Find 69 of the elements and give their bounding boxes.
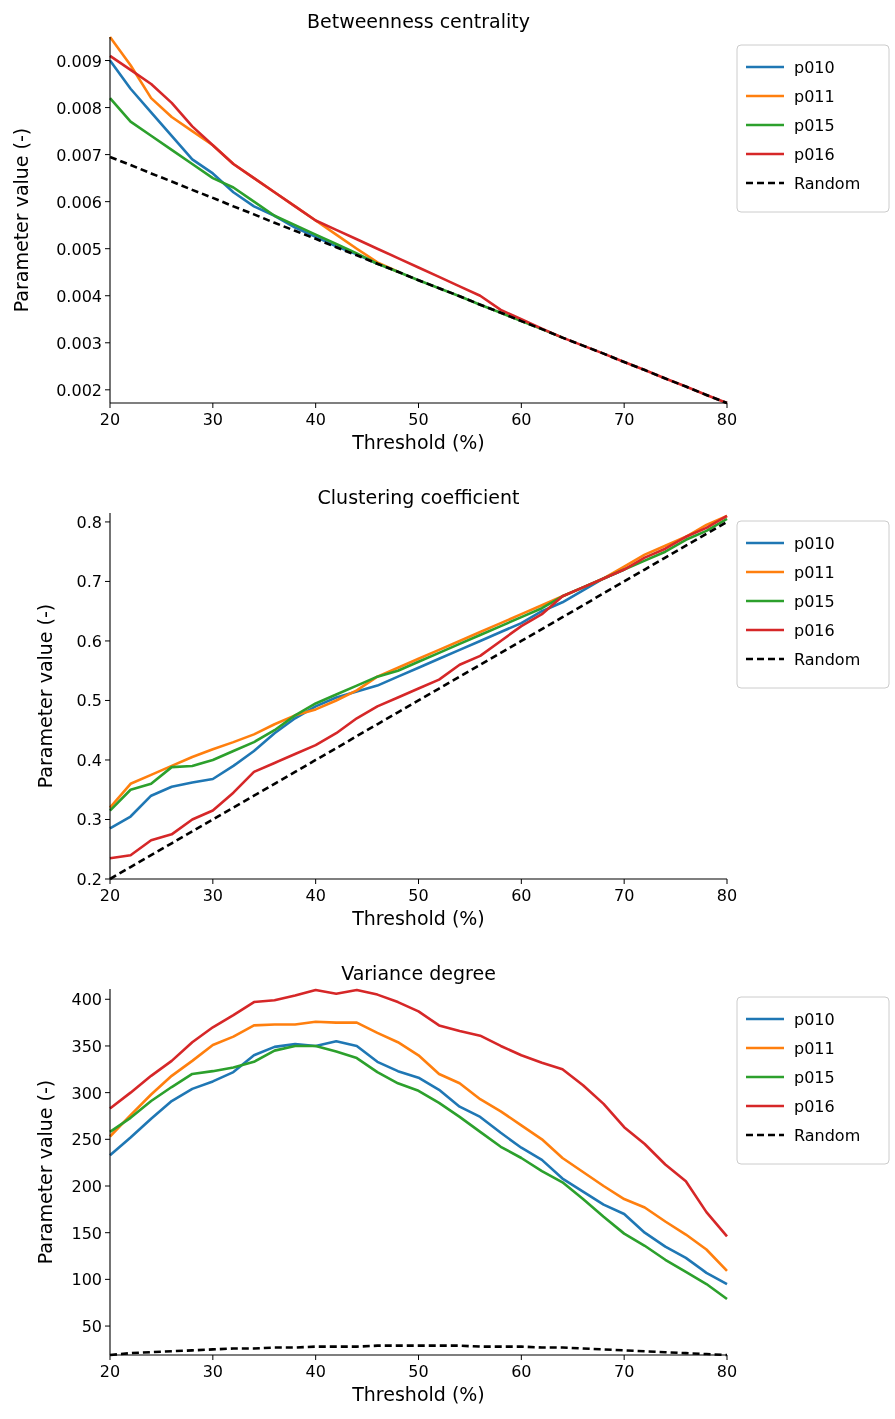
legend-label: p011 (794, 1039, 835, 1058)
legend-label: p016 (794, 621, 835, 640)
y-axis-title: Parameter value (-) (10, 127, 32, 313)
legend-label: p016 (794, 145, 835, 164)
y-tick-label: 300 (71, 1083, 102, 1103)
x-tick-label: 70 (613, 410, 635, 429)
x-tick-label: 50 (408, 886, 429, 905)
y-tick-label: 400 (71, 990, 102, 1010)
x-tick-label: 50 (408, 410, 429, 429)
y-tick-label: 0.008 (56, 98, 102, 118)
y-tick-label: 0.007 (56, 145, 102, 165)
legend-label: Random (794, 174, 861, 193)
line-series (108, 988, 729, 1238)
y-axis-title: Parameter value (-) (34, 1079, 56, 1265)
legend-label: p015 (794, 116, 835, 135)
x-tick-label: 70 (613, 1362, 635, 1381)
y-tick-label: 0.5 (76, 691, 102, 711)
legend-label: p010 (794, 534, 835, 553)
y-tick-label: 0.2 (76, 870, 102, 889)
y-tick-label: 0.003 (56, 333, 102, 353)
y-tick-label: 0.006 (56, 192, 102, 212)
x-tick-label: 20 (99, 1362, 121, 1381)
legend-label: p010 (794, 1010, 835, 1029)
y-tick-label: 250 (71, 1130, 102, 1150)
y-tick-label: 0.8 (76, 512, 102, 532)
legend-label: p011 (794, 563, 835, 582)
y-tick-label: 0.005 (56, 239, 102, 259)
x-axis-title: Threshold (%) (351, 431, 485, 453)
y-tick-label: 100 (71, 1270, 102, 1290)
y-tick-label: 0.009 (56, 51, 102, 71)
y-tick-label: 200 (71, 1177, 102, 1197)
y-tick-label: 0.004 (56, 286, 102, 306)
legend-label: Random (794, 1126, 861, 1145)
legend-label: p015 (794, 1068, 835, 1087)
x-tick-label: 20 (99, 410, 121, 429)
x-tick-label: 40 (305, 410, 326, 429)
x-tick-label: 30 (202, 886, 224, 905)
x-tick-label: 60 (511, 886, 532, 905)
legend-label: Random (794, 650, 861, 669)
y-axis-title: Parameter value (-) (34, 603, 56, 789)
y-tick-label: 0.6 (76, 631, 102, 651)
chart-title: Variance degree (341, 962, 496, 984)
y-tick-label: 0.3 (76, 810, 102, 830)
x-tick-label: 40 (305, 1362, 326, 1381)
x-tick-label: 30 (202, 1362, 224, 1381)
legend-label: p016 (794, 1097, 835, 1116)
x-tick-label: 20 (99, 886, 121, 905)
y-tick-label: 0.7 (76, 572, 102, 592)
chart-title: Betweenness centrality (306, 10, 531, 32)
x-tick-label: 80 (716, 886, 738, 905)
x-tick-label: 80 (716, 1362, 738, 1381)
x-tick-label: 50 (408, 1362, 429, 1381)
legend-label: p011 (794, 87, 835, 106)
y-tick-label: 0.002 (56, 380, 102, 400)
y-tick-label: 0.4 (76, 750, 102, 770)
x-tick-label: 30 (202, 410, 224, 429)
x-axis-title: Threshold (%) (351, 1383, 485, 1405)
chart-title: Clustering coefficient (317, 486, 520, 508)
y-tick-label: 350 (71, 1036, 102, 1056)
x-axis-title: Threshold (%) (351, 907, 485, 929)
x-tick-label: 40 (305, 886, 326, 905)
x-tick-label: 60 (511, 1362, 532, 1381)
y-tick-label: 150 (71, 1223, 102, 1243)
x-tick-label: 80 (716, 410, 738, 429)
x-tick-label: 70 (613, 886, 635, 905)
legend-label: p010 (794, 58, 835, 77)
x-tick-label: 60 (511, 410, 532, 429)
y-tick-label: 50 (81, 1317, 102, 1337)
legend-label: p015 (794, 592, 835, 611)
